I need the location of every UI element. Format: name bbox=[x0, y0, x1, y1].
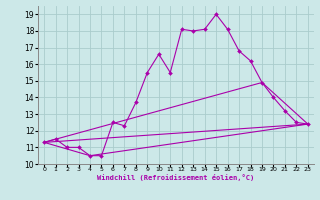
X-axis label: Windchill (Refroidissement éolien,°C): Windchill (Refroidissement éolien,°C) bbox=[97, 174, 255, 181]
